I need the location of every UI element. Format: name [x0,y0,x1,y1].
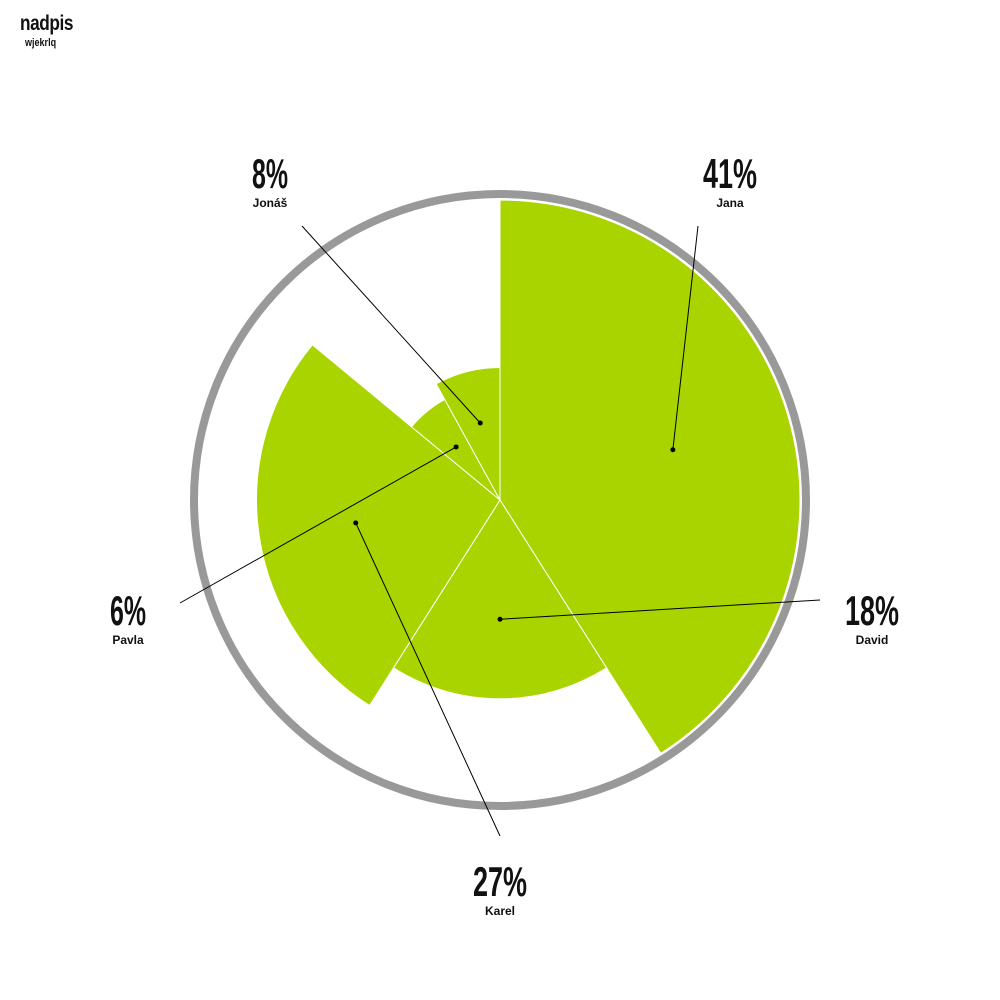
slice-label-jana: Jana [716,196,744,210]
leader-dot-pavla [453,444,459,450]
slice-label-karel: Karel [485,904,515,918]
leader-line-karel [355,522,501,837]
labels-layer: 41%Jana 18%David 27%Karel 6%Pavla 8%Jonáš [110,150,899,918]
slice-label-pavla: Pavla [112,633,144,647]
leader-line-jonas [301,225,481,424]
leader-line-pavla [179,446,457,604]
leader-dot-jana [670,447,676,453]
value-label-jonas: 8% [252,150,288,197]
chart-header: nadpis wjekrlq [20,12,85,49]
leader-dot-karel [353,520,359,526]
slice-david [392,499,608,700]
leader-dot-jonas [477,420,483,426]
value-label-karel: 27% [473,858,527,905]
slice-label-david: David [856,633,889,647]
value-label-david: 18% [845,587,899,634]
chart-subtitle: wjekrlq [25,37,57,49]
chart-title: nadpis [20,12,74,35]
leader-dot-david [497,616,503,622]
slice-label-jonas: Jonáš [253,196,288,210]
leader-line-david [499,599,821,620]
leader-line-jana [672,225,699,450]
leaders-layer [179,225,821,837]
value-label-jana: 41% [703,150,757,197]
outer-ring [190,190,810,810]
slice-karel [256,344,501,707]
slice-jonas [435,366,501,501]
value-label-pavla: 6% [110,587,146,634]
